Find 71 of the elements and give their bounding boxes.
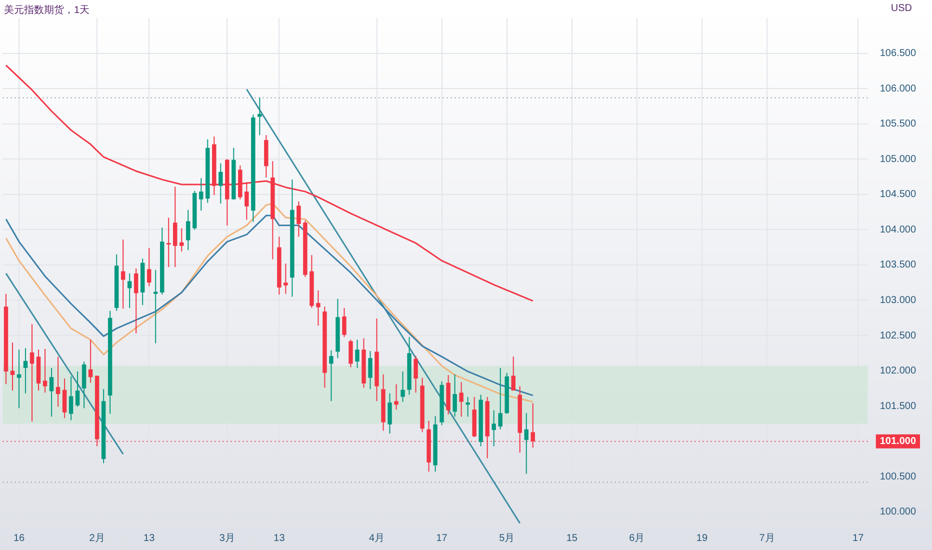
candlestick	[120, 239, 126, 310]
candlestick	[23, 348, 28, 394]
candlestick	[284, 263, 288, 294]
y-tick-label: 106.500	[880, 48, 916, 60]
candlestick	[459, 382, 464, 418]
x-tick-label: 19	[696, 532, 708, 544]
candlestick	[88, 339, 93, 384]
candlestick	[244, 182, 249, 220]
x-tick-label: 13	[144, 532, 156, 544]
y-tick-label: 103.500	[880, 260, 916, 271]
y-tick-label: 100.000	[880, 506, 916, 518]
y-tick-label: 101.500	[880, 400, 916, 412]
candlestick	[173, 186, 178, 268]
candlestick	[166, 217, 171, 268]
candlestick	[388, 392, 392, 434]
candlestick	[62, 378, 67, 419]
candlestick	[180, 228, 184, 252]
y-tick-label: 104.000	[880, 224, 916, 236]
x-tick-label: 17	[436, 532, 448, 544]
candlestick	[400, 370, 405, 402]
candlestick	[466, 396, 470, 418]
candlestick	[30, 324, 34, 422]
y-tick-label: 102.500	[880, 330, 916, 342]
candlestick	[414, 355, 418, 394]
candlestick	[82, 361, 86, 409]
x-tick-label: 4月	[368, 532, 385, 544]
candlestick	[316, 290, 320, 326]
candlestick	[342, 307, 346, 338]
candlestick	[296, 200, 301, 238]
candlestick	[218, 162, 223, 204]
candlestick	[75, 370, 80, 408]
candlestick	[16, 349, 22, 409]
candlestick	[348, 339, 353, 368]
x-tick-label: 17	[852, 532, 864, 544]
ref-line-label: 101.000	[880, 436, 916, 448]
x-tick-label: 15	[566, 532, 578, 544]
y-tick-label: 104.500	[880, 189, 916, 200]
y-axis-title: USD	[890, 3, 912, 14]
candlestick	[49, 367, 54, 418]
candlestick	[452, 374, 457, 418]
candlestick	[511, 356, 516, 392]
candlestick	[199, 178, 204, 212]
candlestick	[394, 384, 398, 410]
candlestick	[68, 376, 74, 421]
candlestick	[134, 268, 138, 334]
chart-title: 美元指数期货，1天	[4, 4, 90, 17]
x-tick-label: 3月	[219, 532, 235, 544]
candlestick	[368, 350, 372, 390]
y-tick-label: 106.000	[880, 83, 916, 94]
x-tick-label: 6月	[629, 532, 645, 544]
candlestick	[524, 412, 528, 474]
x-tick-label: 7月	[759, 532, 775, 544]
candlestick	[186, 209, 190, 251]
candlestick	[492, 410, 496, 447]
y-tick-label: 100.500	[880, 471, 916, 482]
x-tick-label: 2月	[89, 532, 105, 544]
candlestick	[498, 367, 502, 430]
x-tick-label: 16	[13, 532, 26, 544]
y-tick-label: 102.000	[880, 366, 916, 377]
y-tick-label: 105.000	[880, 154, 916, 165]
candlestick	[127, 272, 132, 308]
y-tick-label: 103.000	[880, 294, 916, 306]
y-tick-label: 105.500	[880, 118, 916, 130]
candlestick	[258, 97, 262, 136]
candlestick	[42, 348, 48, 394]
x-tick-label: 13	[274, 532, 286, 544]
candlestick	[355, 339, 360, 368]
x-tick-label: 5月	[499, 532, 515, 544]
candlestick	[329, 350, 334, 402]
candlestick	[56, 356, 60, 408]
candlestick	[146, 248, 152, 287]
